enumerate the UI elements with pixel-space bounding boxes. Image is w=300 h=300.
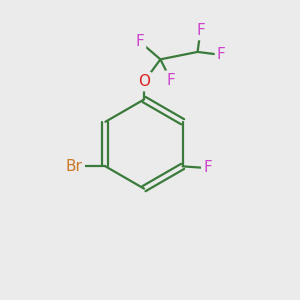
Text: F: F	[196, 23, 205, 38]
Text: Br: Br	[66, 159, 83, 174]
Text: O: O	[138, 74, 150, 89]
Text: F: F	[217, 47, 226, 62]
Text: F: F	[135, 34, 144, 49]
Text: F: F	[203, 160, 212, 175]
Text: F: F	[167, 73, 175, 88]
